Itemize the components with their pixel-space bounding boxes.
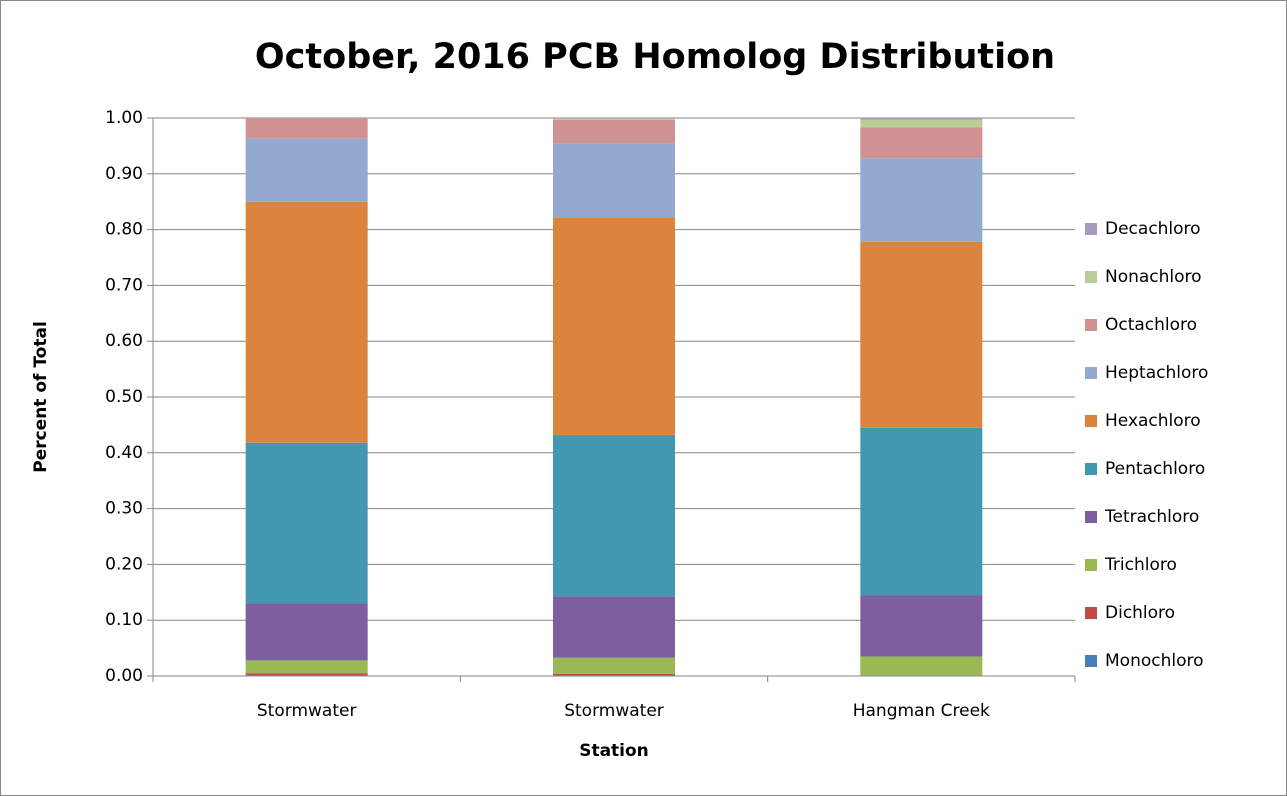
bar-segment [553, 657, 675, 674]
bar-segment [245, 442, 368, 604]
bar-segment [860, 241, 983, 428]
y-tick-label: 0.60 [105, 331, 143, 351]
legend-swatch [1085, 511, 1097, 523]
bar-segment [553, 118, 675, 120]
bar-segment [553, 143, 675, 218]
y-tick-label: 0.50 [105, 387, 143, 407]
bar-segment [860, 427, 983, 596]
legend-swatch [1085, 559, 1097, 571]
legend-label: Nonachloro [1105, 267, 1202, 287]
bar-segment [553, 673, 675, 676]
x-axis-title: Station [579, 741, 649, 761]
y-tick-label: 0.80 [105, 220, 143, 240]
legend-swatch [1085, 223, 1097, 235]
bar-segment [245, 201, 368, 443]
bar-segment [553, 596, 675, 658]
legend-label: Pentachloro [1105, 459, 1205, 479]
bar-segment [860, 158, 983, 242]
bar-segment [860, 656, 983, 676]
legend-label: Dichloro [1105, 603, 1175, 623]
legend-swatch [1085, 367, 1097, 379]
bar-segment [245, 118, 368, 139]
y-tick-label: 0.90 [105, 164, 143, 184]
legend-swatch [1085, 463, 1097, 475]
bar-segment [553, 217, 675, 435]
y-tick-label: 0.00 [105, 666, 143, 686]
legend-label: Heptachloro [1105, 363, 1208, 383]
y-axis-title: Percent of Total [31, 321, 51, 473]
y-tick-label: 0.30 [105, 499, 143, 519]
legend-swatch [1085, 271, 1097, 283]
bar-segment [245, 603, 368, 661]
bar-segment [245, 138, 368, 202]
bar-segment [860, 119, 983, 128]
bar-segment [553, 119, 675, 144]
x-tick-label: Stormwater [257, 701, 357, 721]
y-tick-label: 0.20 [105, 554, 143, 574]
legend-swatch [1085, 607, 1097, 619]
chart-title: October, 2016 PCB Homolog Distribution [255, 37, 1055, 77]
legend-label: Tetrachloro [1104, 507, 1199, 527]
bar-segment [860, 118, 983, 120]
x-tick-label: Hangman Creek [853, 701, 990, 721]
y-tick-label: 0.40 [105, 443, 143, 463]
legend-swatch [1085, 655, 1097, 667]
bar-segment [860, 595, 983, 657]
bar-segment [553, 434, 675, 597]
legend-label: Octachloro [1105, 315, 1197, 335]
legend-swatch [1085, 319, 1097, 331]
legend-label: Trichloro [1104, 555, 1177, 575]
y-tick-label: 0.10 [105, 610, 143, 630]
y-tick-label: 1.00 [105, 108, 143, 128]
legend-label: Decachloro [1105, 219, 1201, 239]
legend-label: Monochloro [1105, 651, 1204, 671]
bar-segment [553, 118, 675, 119]
bar-segment [245, 673, 368, 676]
legend-swatch [1085, 415, 1097, 427]
x-tick-label: Stormwater [564, 701, 664, 721]
legend-label: Hexachloro [1105, 411, 1201, 431]
y-tick-label: 0.70 [105, 275, 143, 295]
bar-segment [860, 127, 983, 159]
bar-segment [245, 660, 368, 674]
